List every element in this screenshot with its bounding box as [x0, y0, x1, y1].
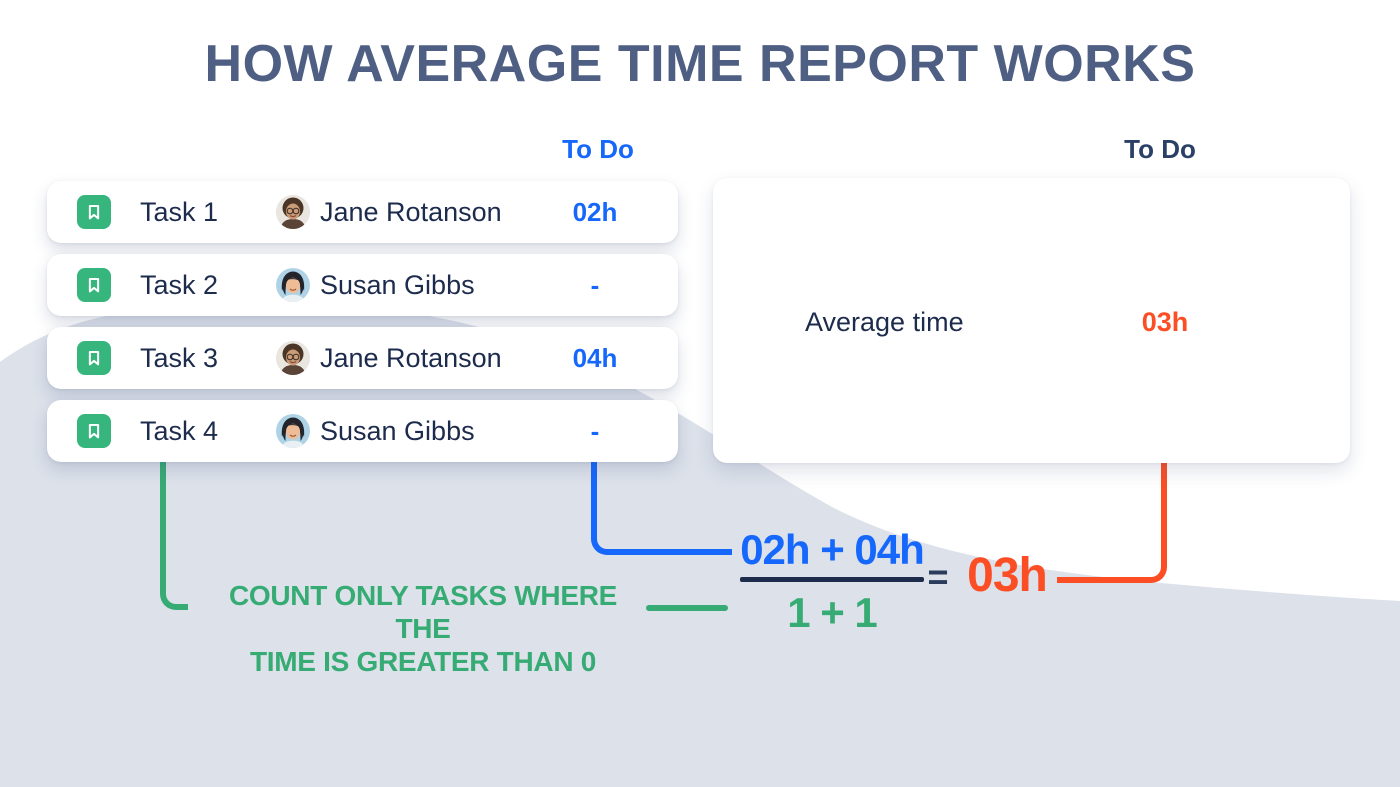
annotation-line-1: COUNT ONLY TASKS WHERE THE — [228, 580, 618, 644]
bookmark-icon — [77, 195, 111, 229]
formula-equals-sign: = — [927, 556, 949, 597]
task-name: Task 2 — [140, 270, 219, 300]
left-column-header-todo: To Do — [562, 134, 634, 164]
task-row: Task 3 Jane Rotanson 04h — [47, 327, 678, 389]
green-dash-line — [646, 605, 728, 611]
task-name: Task 4 — [140, 416, 219, 446]
assignee-name: Jane Rotanson — [320, 343, 502, 373]
blue-connector-line — [591, 462, 732, 555]
count-rule-annotation: COUNT ONLY TASKS WHERE THE TIME IS GREAT… — [200, 579, 646, 678]
task-time-value: 04h — [572, 343, 618, 373]
green-connector-line — [160, 462, 188, 610]
task-time-value: 02h — [572, 197, 618, 227]
assignee-avatar — [276, 268, 310, 302]
assignee-avatar — [276, 414, 310, 448]
bookmark-icon — [77, 268, 111, 302]
assignee-name: Susan Gibbs — [320, 416, 475, 446]
right-column-header-todo: To Do — [1124, 134, 1196, 164]
page-title: HOW AVERAGE TIME REPORT WORKS — [204, 35, 1196, 93]
assignee-name: Jane Rotanson — [320, 197, 502, 227]
task-name: Task 3 — [140, 343, 219, 373]
average-time-value: 03h — [1141, 307, 1189, 337]
formula-fraction-bar — [740, 577, 924, 582]
formula-numerator: 02h + 04h — [740, 526, 925, 573]
bookmark-icon — [77, 341, 111, 375]
orange-connector-line — [1057, 462, 1167, 583]
bookmark-icon — [77, 414, 111, 448]
formula-denominator: 1 + 1 — [787, 589, 878, 636]
annotation-line-2: TIME IS GREATER THAN 0 — [249, 646, 596, 677]
assignee-avatar — [276, 341, 310, 375]
average-time-panel: Average time 03h — [713, 178, 1350, 463]
task-time-value: - — [590, 416, 600, 446]
assignee-name: Susan Gibbs — [320, 270, 475, 300]
formula-result: 03h — [967, 549, 1048, 602]
task-row: Task 2 Susan Gibbs - — [47, 254, 678, 316]
task-name: Task 1 — [140, 197, 219, 227]
assignee-avatar — [276, 195, 310, 229]
task-row: Task 1 Jane Rotanson 02h — [47, 181, 678, 243]
task-time-value: - — [590, 270, 600, 300]
average-time-label: Average time — [805, 307, 964, 337]
task-row: Task 4 Susan Gibbs - — [47, 400, 678, 462]
